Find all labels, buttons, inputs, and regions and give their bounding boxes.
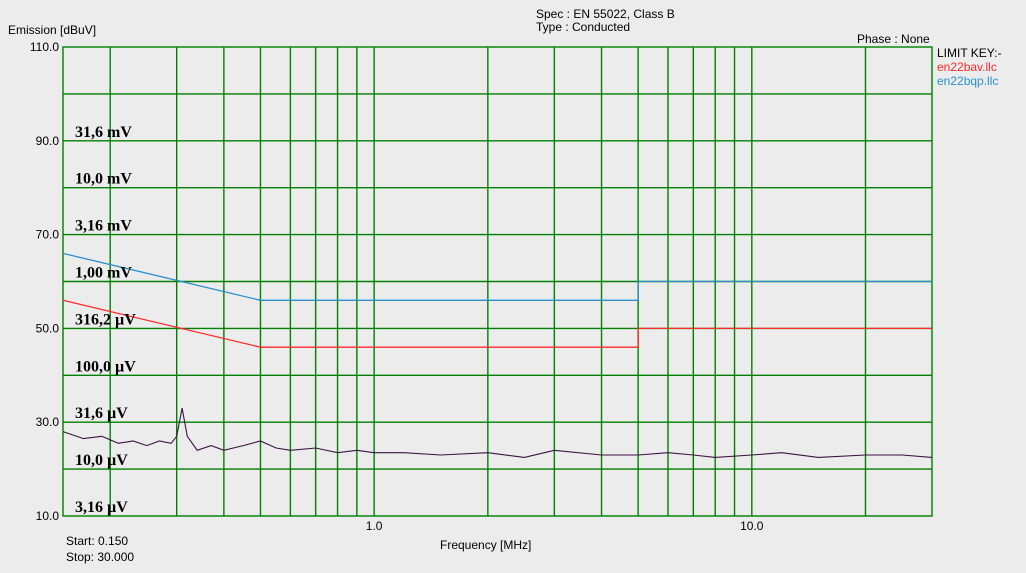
- y-tick-label: 50.0: [36, 321, 60, 335]
- y-tick-label: 110.0: [30, 40, 59, 54]
- y-tick-label: 70.0: [36, 228, 60, 242]
- y-axis-title: Emission [dBuV]: [8, 23, 97, 37]
- y-tick-label: 10.0: [36, 509, 60, 523]
- series-line: [62, 252, 932, 301]
- voltage-annotation: 3,16 µV: [75, 499, 128, 516]
- spec-label: Spec : EN 55022, Class B: [536, 7, 675, 21]
- legend-title: LIMIT KEY:-: [937, 46, 1002, 60]
- series-line: [62, 407, 933, 458]
- y-tick-label: 30.0: [36, 415, 60, 429]
- legend-item-av: en22bav.llc: [937, 60, 997, 74]
- phase-label: Phase : None: [857, 32, 930, 46]
- y-tick-label: 90.0: [36, 134, 60, 148]
- voltage-annotation: 100,0 µV: [75, 358, 136, 375]
- start-label: Start: 0.150: [66, 534, 129, 548]
- legend-item-qp: en22bqp.llc: [937, 74, 999, 88]
- x-tick-label: 10.0: [740, 519, 764, 533]
- x-tick-label: 1.0: [366, 519, 383, 533]
- stop-label: Stop: 30.000: [66, 550, 135, 564]
- voltage-annotation: 31,6 mV: [75, 124, 132, 141]
- voltage-annotation: 31,6 µV: [75, 405, 128, 422]
- type-label: Type : Conducted: [536, 20, 631, 34]
- x-axis-title: Frequency [MHz]: [440, 538, 532, 552]
- voltage-annotation: 3,16 mV: [75, 218, 132, 235]
- legend: LIMIT KEY:- en22bav.llc en22bqp.llc: [937, 46, 1001, 88]
- series-line: [62, 299, 932, 348]
- voltage-annotation: 316,2 µV: [75, 311, 136, 328]
- voltage-annotation: 1,00 mV: [75, 265, 132, 282]
- voltage-annotation: 10,0 mV: [75, 171, 132, 188]
- voltage-annotation: 10,0 µV: [75, 452, 128, 469]
